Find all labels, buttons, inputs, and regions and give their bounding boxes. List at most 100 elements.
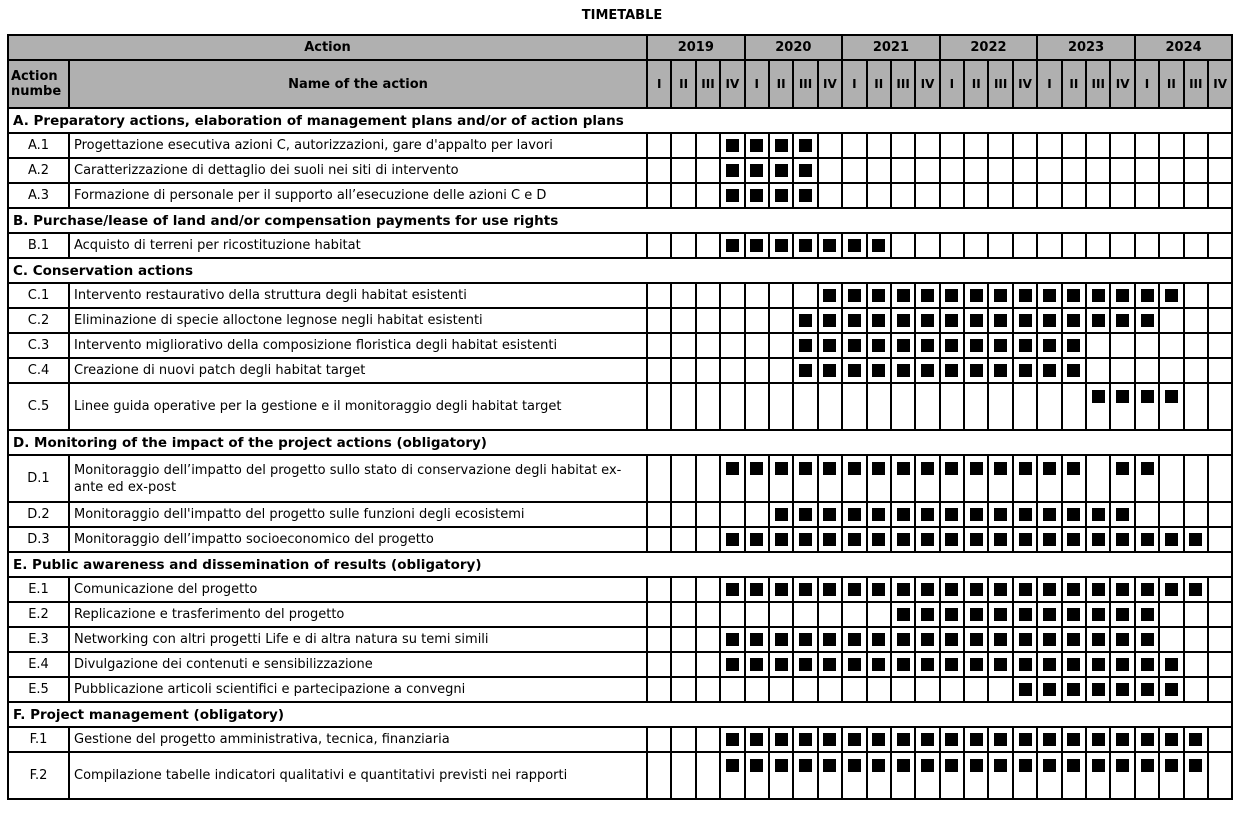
active-quarter-marker — [896, 339, 910, 352]
quarter-cell — [938, 676, 966, 703]
active-quarter-marker — [872, 314, 886, 327]
active-quarter-marker — [920, 364, 934, 377]
active-quarter-marker — [994, 364, 1008, 377]
quarter-cell — [1060, 157, 1088, 184]
quarter-cell — [694, 501, 722, 528]
action-row: F.1 Gestione del progetto amministrativa,… — [7, 726, 1234, 753]
quarter-cell — [1182, 676, 1210, 703]
quarter-cell — [1206, 454, 1234, 503]
quarter-cell — [1011, 601, 1039, 628]
quarter-cell — [914, 332, 941, 359]
active-quarter-marker — [725, 759, 739, 772]
section-title: F. Project management (obligatory) — [6, 701, 1234, 728]
quarter-cell — [1109, 157, 1136, 184]
quarter-cell — [1206, 382, 1234, 431]
active-quarter-marker — [872, 733, 886, 746]
active-quarter-marker — [847, 508, 861, 521]
quarter-cell — [865, 282, 892, 309]
quarter-cell — [743, 182, 770, 209]
quarter-cell — [841, 501, 868, 528]
quarter-cell — [841, 232, 868, 259]
action-name: Gestione del progetto amministrativa, te… — [68, 726, 648, 753]
quarter-cell — [1085, 726, 1112, 753]
quarter-cell — [645, 601, 673, 628]
quarter-cell — [914, 357, 941, 384]
quarter-cell — [1060, 382, 1088, 431]
quarter-header: IV — [914, 59, 941, 109]
active-quarter-marker — [945, 462, 959, 475]
quarter-cell — [694, 382, 722, 431]
active-quarter-marker — [750, 658, 764, 671]
quarter-cell — [987, 132, 1014, 159]
active-quarter-marker — [725, 633, 739, 646]
quarter-cell — [987, 676, 1014, 703]
quarter-cell — [963, 601, 990, 628]
quarter-cell — [1133, 726, 1161, 753]
active-quarter-marker — [1067, 508, 1081, 521]
active-quarter-marker — [1189, 733, 1203, 746]
action-row: D.1 Monitoraggio dell’impatto del progett… — [7, 454, 1234, 503]
quarter-cell — [1036, 726, 1063, 753]
quarter-cell — [645, 132, 673, 159]
active-quarter-marker — [750, 733, 764, 746]
quarter-cell — [1133, 501, 1161, 528]
quarter-cell — [938, 332, 966, 359]
active-quarter-marker — [896, 583, 910, 596]
active-quarter-marker — [774, 164, 788, 177]
quarter-cell — [841, 526, 868, 553]
active-quarter-marker — [872, 759, 886, 772]
active-quarter-marker — [896, 658, 910, 671]
quarter-cell — [938, 526, 966, 553]
section-row: C. Conservation actions — [6, 257, 1234, 284]
quarter-cell — [816, 651, 844, 678]
quarter-cell — [963, 454, 990, 503]
quarter-cell — [1036, 576, 1063, 603]
active-quarter-marker — [920, 462, 934, 475]
quarter-cell — [1085, 282, 1112, 309]
active-quarter-marker — [945, 508, 959, 521]
active-quarter-marker — [1067, 289, 1081, 302]
active-quarter-marker — [994, 633, 1008, 646]
quarter-cell — [767, 601, 795, 628]
quarter-cell — [1158, 282, 1185, 309]
active-quarter-marker — [1140, 683, 1154, 696]
active-quarter-marker — [799, 164, 813, 177]
active-quarter-marker — [725, 733, 739, 746]
quarter-cell — [1109, 182, 1136, 209]
quarter-cell — [816, 232, 844, 259]
action-name: Formazione di personale per il supporto … — [68, 182, 648, 209]
quarter-cell — [889, 182, 917, 209]
active-quarter-marker — [945, 533, 959, 546]
quarter-cell — [1011, 232, 1039, 259]
quarter-cell — [1158, 626, 1185, 653]
action-number: E.4 — [7, 651, 70, 678]
quarter-cell — [1133, 751, 1161, 800]
active-quarter-marker — [1116, 683, 1130, 696]
quarter-cell — [1158, 307, 1185, 334]
quarter-cell — [1206, 751, 1234, 800]
active-quarter-marker — [1042, 314, 1056, 327]
quarter-cell — [889, 601, 917, 628]
quarter-cell — [963, 332, 990, 359]
active-quarter-marker — [1091, 508, 1105, 521]
active-quarter-marker — [994, 533, 1008, 546]
quarter-cell — [987, 751, 1014, 800]
quarter-cell — [1036, 454, 1063, 503]
quarter-cell — [914, 726, 941, 753]
quarter-cell — [938, 501, 966, 528]
action-row: F.2 Compilazione tabelle indicatori quali… — [7, 751, 1234, 800]
section-row: D. Monitoring of the impact of the proje… — [6, 429, 1234, 456]
quarter-cell — [719, 357, 746, 384]
quarter-cell — [1158, 726, 1185, 753]
quarter-cell — [1011, 501, 1039, 528]
quarter-cell — [816, 526, 844, 553]
quarter-cell — [1085, 332, 1112, 359]
quarter-cell — [938, 132, 966, 159]
quarter-cell — [889, 307, 917, 334]
quarter-cell — [1158, 501, 1185, 528]
quarter-cell — [1109, 382, 1136, 431]
quarter-cell — [1158, 454, 1185, 503]
active-quarter-marker — [945, 289, 959, 302]
quarter-cell — [1206, 232, 1234, 259]
quarter-cell — [1182, 454, 1210, 503]
